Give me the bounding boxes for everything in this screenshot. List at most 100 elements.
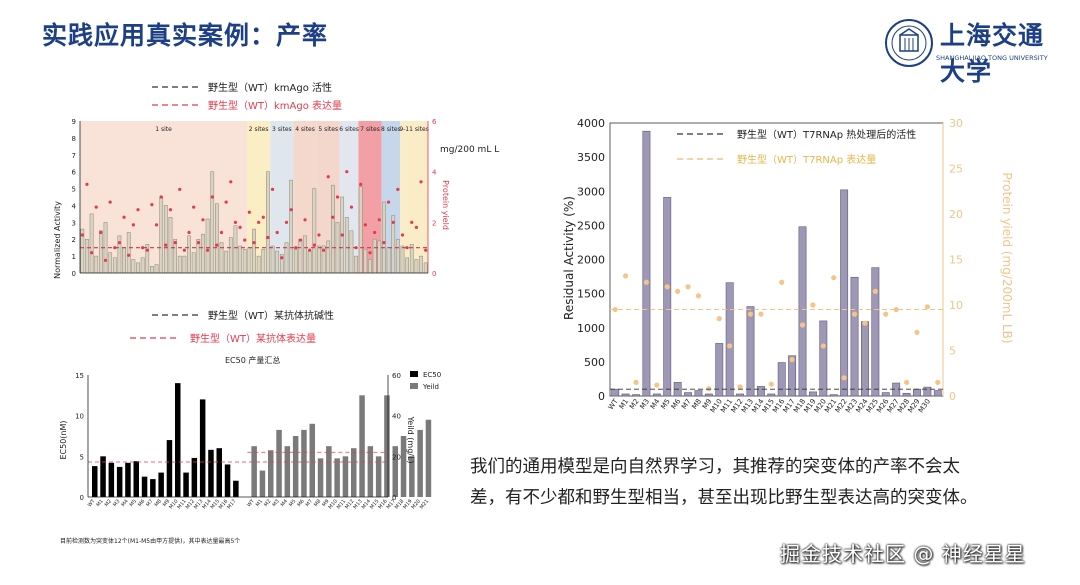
kmago-activity-bar xyxy=(215,203,219,274)
ec50-y2tick-label: 60 xyxy=(392,372,401,380)
kmago-yield-point xyxy=(210,195,214,199)
kmago-activity-bar xyxy=(331,184,335,274)
ec50-series-swatch-yield xyxy=(410,383,418,389)
ec50-xtick-label: M14 xyxy=(201,498,212,510)
t7rnap-activity-bar xyxy=(611,388,620,397)
t7rnap-chart: 野生型（WT）T7RNAp 热处理后的活性 野生型（WT）T7RNAp 表达量 … xyxy=(562,117,1014,414)
ec50-yield-xtick-label: M3 xyxy=(271,498,280,508)
ec50-plot-area: 0510150204060WTM1M2M3M4M5M6M7M8M9M10M11M… xyxy=(75,372,432,510)
kmago-yield-point xyxy=(345,170,349,174)
t7rnap-activity-bar xyxy=(913,388,921,397)
kmago-activity-bar xyxy=(386,247,391,274)
ec50-y2tick-label: 20 xyxy=(392,453,401,461)
ec50-yield-xtick-label: M15 xyxy=(369,498,380,510)
t7rnap-activity-bar xyxy=(704,393,713,397)
kmago-activity-bar xyxy=(391,215,396,274)
kmago-region-label: 8 sites xyxy=(381,126,401,133)
kmago-activity-bar xyxy=(85,238,89,274)
ec50-bar xyxy=(208,449,214,497)
ec50-yield-bar xyxy=(259,470,266,497)
kmago-y2tick-label: 0 xyxy=(432,270,436,278)
kmago-yield-point xyxy=(113,246,117,250)
kmago-activity-bar xyxy=(266,171,270,274)
kmago-activity-bar xyxy=(298,238,303,274)
kmago-activity-bar xyxy=(177,255,182,274)
kmago-activity-bar xyxy=(131,259,136,274)
t7rnap-yield-point xyxy=(675,288,681,294)
t7rnap-yield-point xyxy=(935,379,941,385)
kmago-yield-point xyxy=(289,208,293,212)
ec50-xtick-label: M11 xyxy=(176,498,187,510)
kmago-activity-bar xyxy=(191,252,196,274)
ec50-yield-xtick-label: M1 xyxy=(255,498,264,508)
ec50-yield-bar xyxy=(309,423,315,497)
t7rnap-activity-bar xyxy=(829,394,838,397)
t7rnap-activity-bar xyxy=(746,306,755,397)
kmago-legend-yield: 野生型（WT）kmAgo 表达量 xyxy=(208,99,342,112)
kmago-activity-bar xyxy=(201,233,205,274)
t7rnap-activity-bar xyxy=(923,386,932,397)
kmago-yield-point xyxy=(219,230,224,235)
kmago-yield-point xyxy=(150,203,154,207)
ec50-yield-xtick-label: M14 xyxy=(361,498,372,510)
kmago-activity-bar xyxy=(145,244,150,274)
kmago-region-label: 1 site xyxy=(155,126,172,133)
ec50-bar xyxy=(216,448,222,497)
kmago-activity-bar xyxy=(173,238,177,274)
t7rnap-yield-point xyxy=(695,293,702,299)
kmago-ytick-label: 4 xyxy=(72,202,77,210)
kmago-yield-point xyxy=(419,180,423,184)
kmago-activity-bar xyxy=(168,217,173,274)
kmago-region-bg xyxy=(80,121,248,273)
ec50-yield-xtick-label: M10 xyxy=(327,498,338,510)
kmago-activity-bar xyxy=(344,217,349,274)
kmago-yield-point xyxy=(424,248,428,252)
t7rnap-ytick-label: 3500 xyxy=(577,151,605,164)
ec50-bar xyxy=(158,472,164,497)
ec50-bar xyxy=(116,466,123,497)
kmago-region-label: 7 sites xyxy=(360,126,380,133)
t7rnap-ytick-label: 2000 xyxy=(577,254,605,267)
kmago-activity-bar xyxy=(210,171,215,274)
kmago-activity-bar xyxy=(307,250,312,274)
ec50-xtick-label: M10 xyxy=(168,498,179,510)
ec50-yield-xtick-label: M20 xyxy=(410,498,421,510)
t7rnap-activity-bar xyxy=(715,343,724,397)
kmago-yield-point xyxy=(103,258,108,262)
kmago-activity-bar xyxy=(182,255,187,274)
kmago-yield-point xyxy=(164,243,168,247)
kmago-yield-point xyxy=(168,208,173,212)
kmago-yield-point xyxy=(178,187,182,191)
t7rnap-yield-point xyxy=(820,343,826,349)
t7rnap-y2tick-label: 0 xyxy=(949,390,956,403)
kmago-yield-point xyxy=(326,175,330,179)
kmago-yield-point xyxy=(257,220,261,224)
kmago-activity-bar xyxy=(363,249,368,274)
kmago-region-bg xyxy=(358,121,382,273)
t7rnap-activity-bar xyxy=(881,392,890,397)
kmago-region-label: 5 sites xyxy=(318,126,338,133)
kmago-activity-bar xyxy=(377,240,382,274)
ec50-chart-title: EC50 产量汇总 xyxy=(225,355,280,365)
watermark: 掘金技术社区 @ 神经星星 xyxy=(780,542,1026,566)
kmago-region-label: 6 sites xyxy=(339,126,359,133)
kmago-activity-bar xyxy=(317,245,321,274)
kmago-yield-point xyxy=(215,243,219,247)
t7rnap-activity-bar xyxy=(767,393,776,397)
kmago-activity-bar xyxy=(326,240,331,274)
ec50-yield-xtick-label: M18 xyxy=(394,498,405,510)
t7rnap-activity-bar xyxy=(840,189,849,397)
kmago-yield-point xyxy=(363,223,367,227)
kmago-yield-point xyxy=(298,238,302,242)
kmago-yield-point xyxy=(187,230,191,235)
ec50-bar xyxy=(166,440,173,497)
kmago-activity-bar xyxy=(247,247,252,274)
slide-title: 实践应用真实案例：产率 xyxy=(42,21,329,50)
kmago-activity-bar xyxy=(382,201,386,274)
ec50-series-label-yield: Yeild xyxy=(422,383,439,391)
kmago-legend: 野生型（WT）kmAgo 活性 野生型（WT）kmAgo 表达量 xyxy=(152,81,342,112)
t7rnap-ytick-label: 3000 xyxy=(577,185,605,198)
ec50-xtick-label: M15 xyxy=(210,498,221,510)
kmago-yield-point xyxy=(94,205,98,209)
kmago-yield-point xyxy=(131,223,135,227)
